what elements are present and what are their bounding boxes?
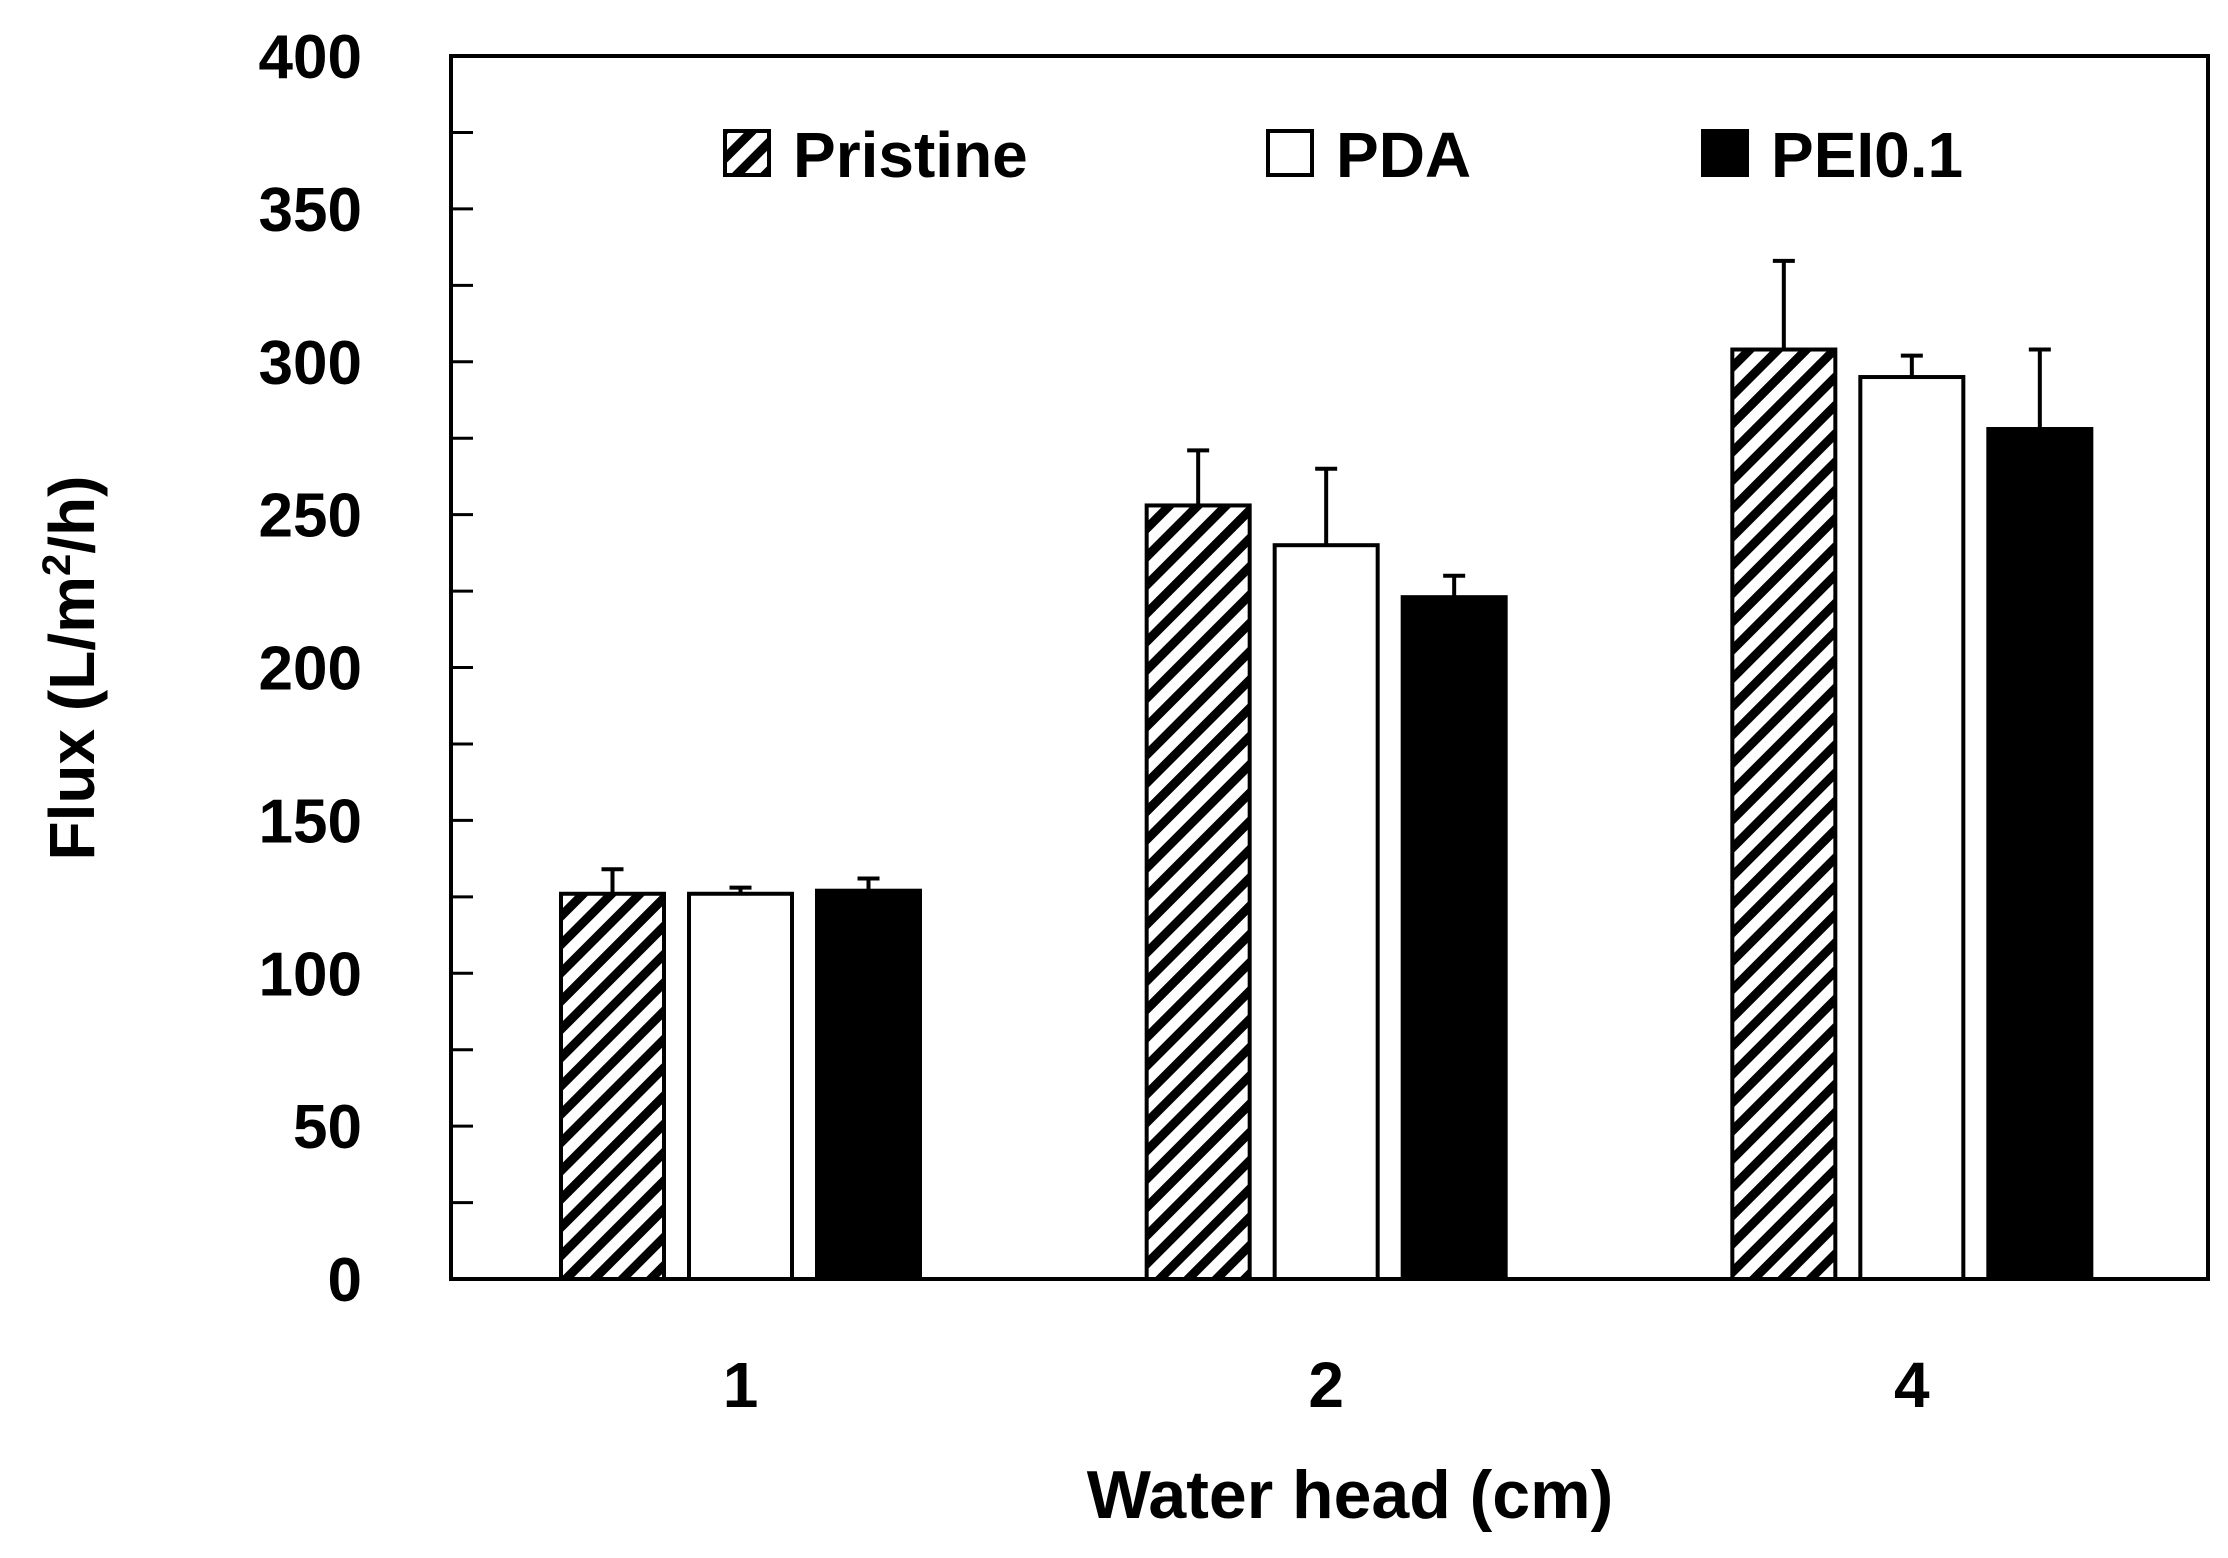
y-axis-title-end: /h) (36, 476, 108, 554)
y-tick-label: 200 (259, 635, 362, 704)
legend-label-pei0-1: PEI0.1 (1771, 119, 1963, 191)
legend-label-pda: PDA (1336, 119, 1471, 191)
bar-pristine-2 (1144, 503, 1252, 1281)
y-tick-label: 350 (259, 176, 362, 245)
y-tick-label: 50 (293, 1093, 362, 1162)
bar-pei0-1-4 (1986, 427, 2094, 1281)
y-tick-label: 400 (259, 23, 362, 92)
y-tick-label: 100 (259, 940, 362, 1009)
bar-pda-1 (687, 891, 794, 1281)
legend: Pristine PDA PEI0.1 (723, 119, 1963, 191)
error-bars-layer (601, 258, 2051, 894)
bars-layer (559, 347, 2094, 1282)
legend-swatch-pda (1266, 129, 1314, 177)
x-tick-label: 1 (723, 1349, 759, 1421)
bar-pristine-4 (1730, 347, 1838, 1281)
bar-pei0-1-2 (1400, 595, 1508, 1281)
x-axis-title: Water head (cm) (1087, 1457, 1613, 1533)
y-tick-label: 0 (328, 1246, 362, 1315)
y-tick-label: 150 (259, 787, 362, 856)
y-tick-label: 300 (259, 329, 362, 398)
legend-label-pristine: Pristine (793, 119, 1028, 191)
y-axis-ticks (451, 54, 473, 1281)
y-axis-title-superscript: 2 (35, 554, 79, 576)
x-tick-label: 4 (1894, 1349, 1930, 1421)
y-axis-title-main: Flux (L/m (36, 576, 108, 860)
bar-pda-4 (1858, 375, 1966, 1282)
bar-pda-2 (1272, 543, 1380, 1281)
bar-pei0-1-1 (815, 888, 922, 1281)
y-axis-title: Flux (L/m2/h) (35, 476, 108, 861)
y-tick-label: 250 (259, 482, 362, 551)
legend-swatch-pei0-1 (1701, 129, 1749, 177)
x-tick-label: 2 (1308, 1349, 1344, 1421)
x-axis-tick-labels: 1 2 4 (723, 1349, 1930, 1421)
bar-pristine-1 (559, 891, 666, 1281)
legend-swatch-pristine (723, 129, 771, 177)
y-axis-tick-labels: 0 50 100 150 200 250 300 350 400 (259, 23, 362, 1315)
